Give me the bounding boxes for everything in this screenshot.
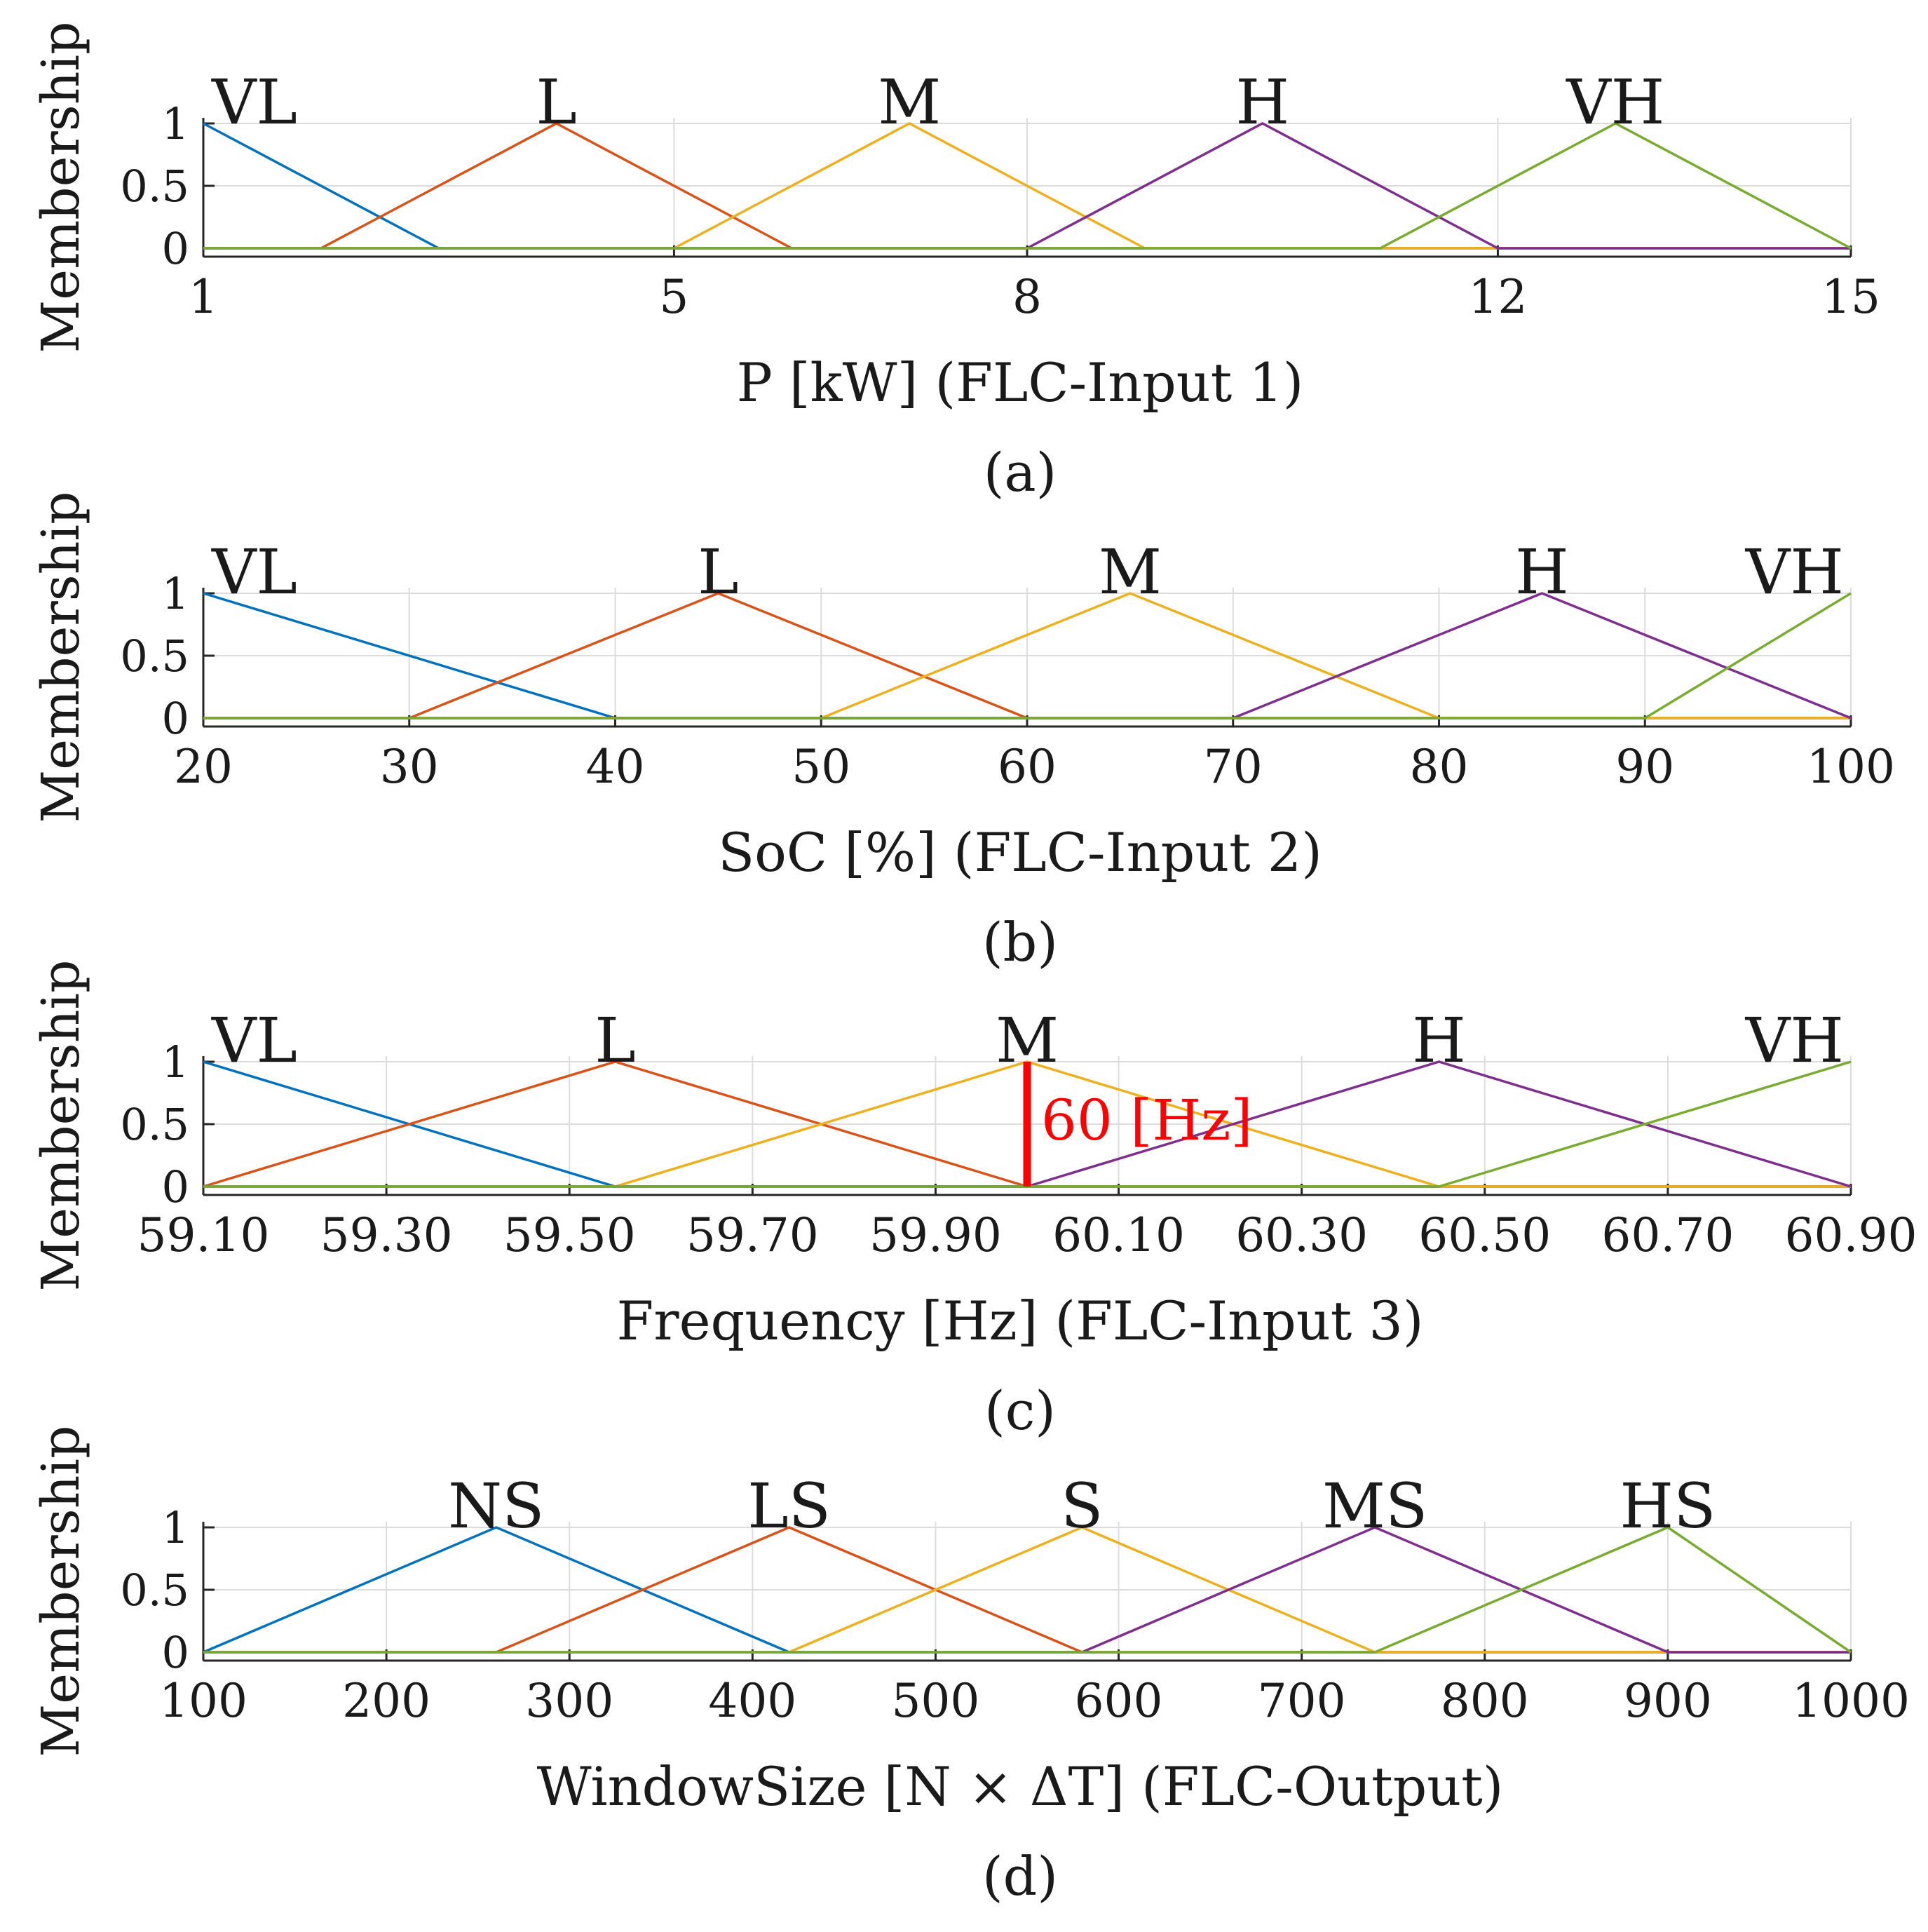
series-line-vh [203,592,1852,720]
annotation-label: 60 [Hz] [1041,1088,1253,1153]
series-label-l: L [595,1004,635,1076]
y-axis-label: Membership [31,960,91,1292]
x-tick-label: 700 [1258,1674,1346,1728]
series-label-h: H [1515,536,1569,608]
y-tick-label: 0 [162,1161,189,1212]
panel-label: (c) [984,1379,1056,1442]
y-axis-label: Membership [31,1426,91,1757]
x-tick-label: 59.90 [869,1208,1002,1262]
x-tick-label: 500 [891,1674,979,1728]
series-label-vl: VL [211,536,297,608]
x-tick-label: 1 [189,270,218,324]
y-tick-label: 1 [162,1036,189,1088]
series-label-h: H [1412,1004,1466,1076]
series-label-ls: LS [747,1470,831,1542]
series-label-ns: NS [448,1470,544,1542]
series-label-h: H [1235,66,1289,138]
x-tick-label: 15 [1821,270,1880,324]
x-tick-label: 30 [380,740,439,794]
series-label-vh: VH [1745,536,1844,608]
x-tick-label: 100 [1807,740,1895,794]
x-tick-label: 59.50 [503,1208,636,1262]
x-axis-label: Frequency [Hz] (FLC-Input 3) [617,1290,1424,1352]
x-tick-label: 60.50 [1418,1208,1551,1262]
x-tick-label: 20 [174,740,233,794]
series-label-vl: VL [211,66,297,138]
x-tick-label: 400 [708,1674,796,1728]
x-tick-label: 12 [1468,270,1527,324]
y-tick-label: 0 [162,223,189,274]
x-tick-label: 1000 [1792,1674,1910,1728]
x-tick-label: 60.70 [1601,1208,1734,1262]
x-tick-label: 600 [1075,1674,1163,1728]
x-tick-label: 60.30 [1235,1208,1368,1262]
series-label-m: M [878,66,941,138]
panel-b: 20 30 40 50 60 70 80 90 100 0 0.5 1 VL L M H VH Membershi… [31,492,1895,973]
y-tick-label: 0 [162,693,189,744]
series-label-vl: VL [211,1004,297,1076]
x-tick-label: 59.30 [320,1208,453,1262]
series-label-m: M [1099,536,1162,608]
panel-c: 59.10 59.30 59.50 59.70 59.90 60.10 60.30 60.50… [31,960,1917,1442]
series-label-s: S [1061,1470,1103,1542]
x-tick-label: 50 [792,740,850,794]
x-tick-label: 60 [998,740,1057,794]
x-tick-label: 300 [525,1674,613,1728]
y-tick-label: 0.5 [120,1565,189,1616]
y-tick-label: 0.5 [120,630,189,682]
x-tick-label: 100 [159,1674,247,1728]
x-tick-label: 59.70 [686,1208,819,1262]
y-tick-label: 1 [162,568,189,619]
panel-label: (b) [982,911,1058,973]
x-tick-label: 80 [1410,740,1469,794]
y-tick-label: 0.5 [120,1099,189,1150]
x-tick-label: 900 [1624,1674,1712,1728]
x-tick-label: 40 [586,740,645,794]
x-tick-label: 90 [1615,740,1674,794]
series-label-ms: MS [1322,1470,1427,1542]
x-tick-label: 60.90 [1785,1208,1917,1262]
x-tick-label: 70 [1204,740,1263,794]
y-tick-label: 0.5 [120,161,189,212]
panel-label: (d) [982,1845,1058,1907]
x-axis-label: P [kW] (FLC-Input 1) [737,351,1304,414]
panel-label: (a) [984,441,1057,504]
y-axis-label: Membership [31,492,91,823]
x-tick-label: 200 [342,1674,430,1728]
series-line-hs [203,1526,1852,1654]
y-tick-label: 1 [162,98,189,149]
series-label-l: L [698,536,738,608]
x-tick-label: 5 [659,270,688,324]
y-tick-label: 0 [162,1627,189,1678]
series-label-l: L [536,66,576,138]
series-line-vh [203,122,1852,250]
series-label-vh: VH [1566,66,1664,138]
y-axis-label: Membership [31,22,91,353]
series-line-vh [203,1060,1852,1188]
x-tick-label: 8 [1012,270,1042,324]
x-axis-label: WindowSize [N × ΔT] (FLC-Output) [537,1755,1504,1818]
x-axis-label: SoC [%] (FLC-Input 2) [718,821,1322,884]
x-tick-label: 59.10 [137,1208,270,1262]
series-label-hs: HS [1620,1470,1716,1542]
x-tick-label: 60.10 [1052,1208,1185,1262]
series-label-vh: VH [1745,1004,1844,1076]
panel-d: 100 200 300 400 500 600 700 800 900 1000 0 0.5 1 NS LS… [31,1426,1910,1907]
y-tick-label: 1 [162,1502,189,1553]
x-tick-label: 800 [1441,1674,1529,1728]
